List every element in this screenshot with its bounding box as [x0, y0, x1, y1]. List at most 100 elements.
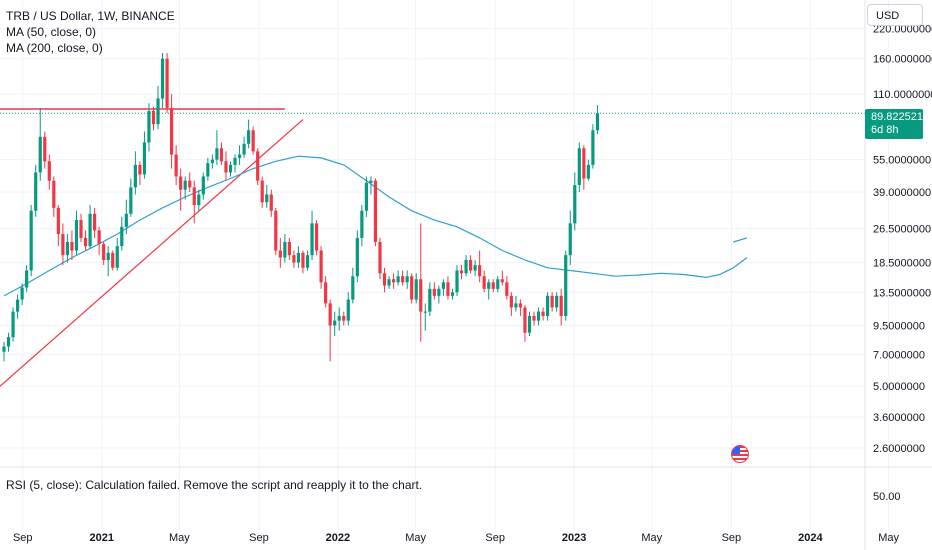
candle-body [541, 311, 545, 317]
candle-body [124, 213, 128, 227]
candle-body [2, 346, 6, 352]
candle-body [242, 143, 246, 155]
candle-body [586, 164, 590, 179]
candle-body [391, 279, 396, 283]
candle [419, 223, 423, 342]
candle [541, 307, 545, 321]
candle-body [179, 176, 183, 190]
price-axis[interactable]: 220.0000000 160.0000000 110.0000000 55.0000… [873, 24, 932, 455]
candle [351, 267, 355, 304]
candle [414, 273, 418, 304]
candle-body [34, 172, 38, 211]
candle [88, 205, 92, 249]
candle-body [455, 270, 459, 293]
candle [378, 237, 382, 280]
us-flag-icon[interactable] [731, 445, 749, 463]
candle [428, 282, 432, 317]
candle [129, 178, 133, 217]
candle-body [247, 130, 251, 144]
candle [586, 159, 590, 181]
candle-body [269, 194, 273, 211]
candle [56, 205, 60, 247]
candle-body [197, 194, 201, 206]
candle-body [373, 180, 378, 242]
time-axis[interactable]: Sep 2021 May Sep 2022 May Sep 2023 May Sep 2024 May [13, 532, 900, 544]
candle [201, 172, 205, 200]
time-tick-label: May [641, 532, 662, 544]
candle [342, 311, 346, 326]
candle [61, 223, 65, 266]
candle [124, 199, 128, 235]
candle [192, 180, 196, 224]
candle-body [29, 210, 33, 271]
candle-body [115, 246, 119, 268]
candle-body [314, 223, 319, 251]
candle-body [337, 316, 341, 321]
chart-legend: TRB / US Dollar, 1W, BINANCE MA (50, clo… [6, 8, 175, 56]
price-tick-label: 110.0000000 [873, 89, 932, 101]
candle-body [47, 161, 51, 181]
time-tick-label: 2024 [798, 532, 823, 544]
candle [527, 311, 532, 336]
candle-body [133, 164, 137, 188]
candle-body [360, 210, 364, 238]
candle [360, 205, 364, 247]
candle [29, 205, 33, 277]
candle [369, 176, 373, 195]
candle [133, 151, 137, 195]
candle-body [106, 252, 110, 261]
candle [346, 292, 350, 326]
candle-body [233, 157, 237, 165]
candle-body [305, 255, 310, 268]
candle [52, 176, 56, 217]
candle-body [251, 130, 255, 152]
rising-trendline[interactable] [0, 119, 304, 415]
candle-body [328, 303, 332, 326]
candle [93, 207, 97, 238]
candle-body [102, 244, 106, 261]
candle [496, 276, 500, 293]
candle [319, 246, 323, 289]
candle [437, 285, 441, 304]
candle [491, 279, 495, 293]
candle-body [138, 164, 142, 175]
candle-body [491, 282, 495, 289]
candle [247, 119, 251, 149]
last-price-value: 89.8225219 [871, 111, 930, 123]
candle-body [256, 151, 260, 181]
candlestick-series [2, 52, 600, 362]
candle [34, 164, 38, 217]
candle [500, 270, 504, 286]
candle [459, 265, 464, 280]
candle-body [387, 279, 391, 286]
candle-body [419, 279, 423, 312]
candle [518, 299, 523, 317]
candle-body [15, 299, 20, 312]
candle [79, 213, 83, 242]
candle [432, 282, 436, 300]
time-tick-label: Sep [722, 532, 742, 544]
candle-body [546, 295, 550, 317]
candle [278, 237, 282, 268]
candle-body [283, 241, 287, 258]
trendline[interactable] [0, 119, 304, 415]
candle [555, 292, 559, 312]
candle-body [459, 270, 464, 274]
candle-body [450, 292, 455, 296]
candle [337, 307, 341, 331]
symbol-title[interactable]: TRB / US Dollar, 1W, BINANCE [6, 9, 175, 23]
candle-body [25, 270, 29, 288]
candle-body [61, 234, 65, 256]
candle-body [38, 136, 42, 173]
ma50-legend[interactable]: MA (50, close, 0) [6, 25, 97, 39]
candle [156, 85, 160, 130]
candle [106, 246, 110, 277]
candle-body [414, 279, 418, 300]
candle-body [93, 213, 97, 231]
candle-body [287, 241, 291, 256]
rsi-axis-label: 50.00 [873, 491, 901, 503]
ma200-legend[interactable]: MA (200, close, 0) [6, 41, 103, 55]
candle-body [206, 163, 210, 177]
currency-selector[interactable]: USD [867, 4, 923, 26]
